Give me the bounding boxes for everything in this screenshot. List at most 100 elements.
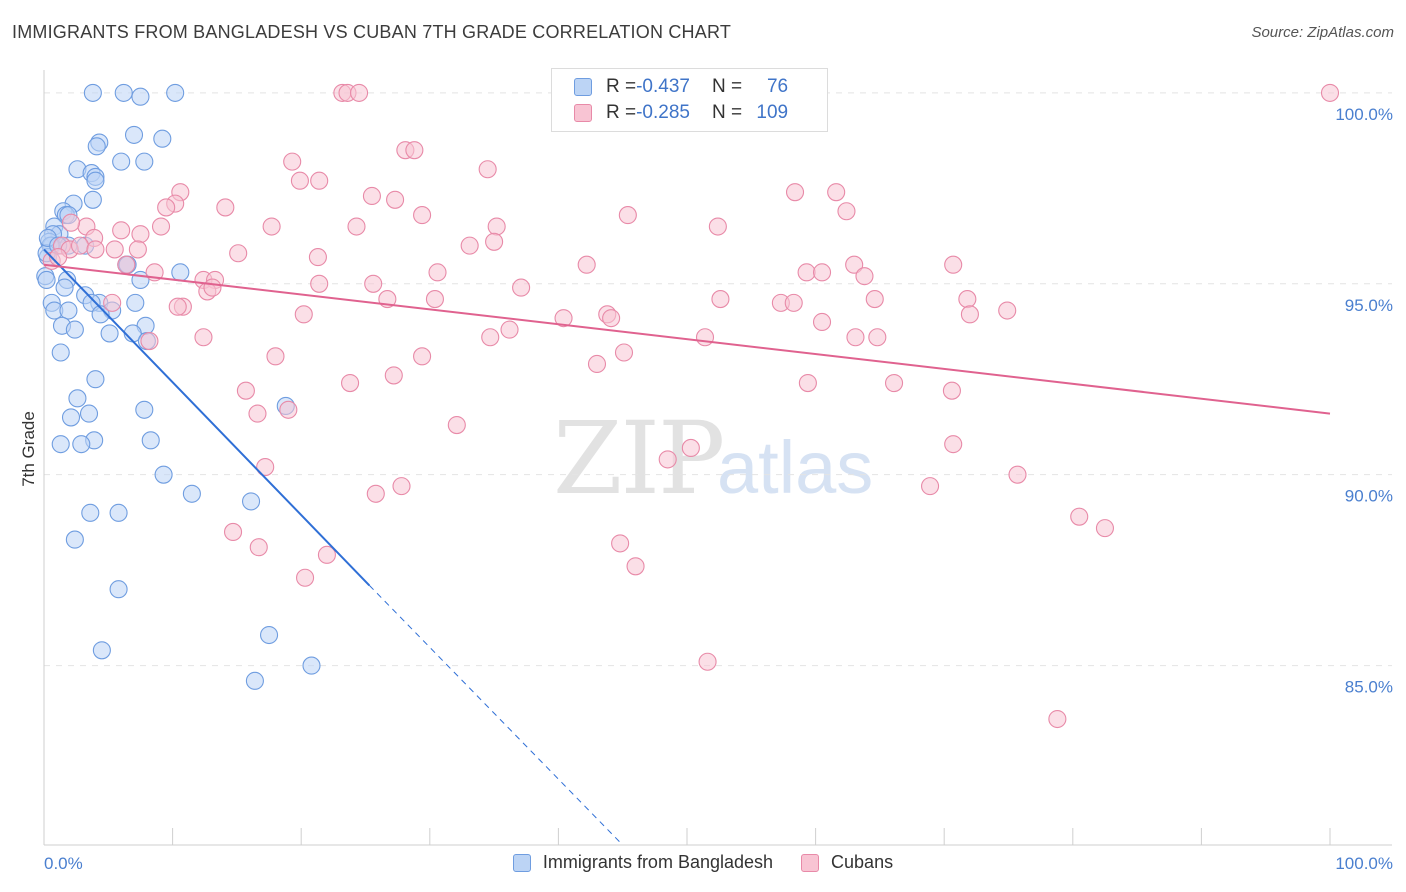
data-point — [884, 374, 904, 393]
y-axis-label: 7th Grade — [19, 411, 38, 487]
data-point — [151, 217, 171, 236]
data-point — [109, 580, 128, 599]
data-point — [944, 435, 963, 454]
data-point — [317, 545, 336, 564]
data-point — [86, 171, 105, 190]
data-point — [61, 408, 81, 427]
data-point — [105, 240, 124, 259]
series-cubans-points — [42, 83, 1340, 729]
data-point — [302, 656, 321, 675]
data-point — [126, 293, 145, 312]
data-point — [554, 309, 573, 328]
data-point — [259, 625, 279, 645]
data-point — [341, 374, 360, 393]
swatch-pink — [574, 104, 592, 122]
series-legend: Immigrants from Bangladesh Cubans — [0, 852, 1406, 873]
data-point — [131, 87, 150, 106]
x-tick-label: 100.0% — [1335, 854, 1393, 873]
data-point — [51, 435, 70, 454]
data-point — [117, 255, 136, 274]
data-point — [785, 183, 805, 202]
data-point — [865, 290, 884, 309]
data-point — [310, 171, 329, 190]
data-point — [55, 278, 74, 297]
data-point — [611, 534, 630, 553]
data-point — [711, 290, 730, 309]
trend-line-bangladesh — [43, 248, 371, 587]
data-point — [124, 125, 144, 144]
legend-label: Immigrants from Bangladesh — [542, 852, 774, 872]
data-point — [131, 225, 150, 244]
data-point — [81, 503, 100, 522]
data-point — [65, 320, 84, 339]
data-point — [249, 538, 268, 557]
data-point — [245, 671, 264, 690]
data-point — [868, 328, 887, 347]
data-point — [846, 328, 865, 347]
data-point — [166, 83, 185, 102]
chart-title: IMMIGRANTS FROM BANGLADESH VS CUBAN 7TH … — [12, 22, 732, 42]
data-point — [223, 522, 243, 541]
legend-swatch-pink — [801, 853, 820, 872]
data-point — [37, 270, 56, 290]
data-point — [347, 217, 366, 236]
data-point — [614, 343, 634, 362]
data-point — [135, 152, 154, 171]
legend-swatch-blue — [512, 853, 531, 872]
data-point — [413, 347, 432, 366]
data-point — [618, 206, 637, 225]
data-point — [157, 198, 176, 217]
data-point — [112, 221, 131, 240]
data-point — [405, 141, 424, 160]
data-point — [135, 400, 154, 419]
data-point — [942, 381, 961, 400]
data-point — [602, 309, 621, 328]
data-point — [68, 389, 87, 408]
x-tick-label: 0.0% — [44, 854, 83, 873]
data-point — [512, 278, 531, 297]
y-tick-label: 90.0% — [1345, 487, 1393, 506]
data-point — [236, 381, 255, 400]
data-point — [577, 255, 596, 274]
data-point — [812, 263, 832, 282]
data-point — [51, 343, 70, 362]
r-value: -0.437 — [636, 76, 690, 97]
r-value: -0.285 — [636, 102, 690, 123]
data-point — [708, 217, 727, 236]
data-point — [921, 477, 940, 496]
legend-item-bangladesh[interactable]: Immigrants from Bangladesh — [512, 852, 774, 873]
data-point — [428, 263, 447, 282]
stats-row-bangladesh: R = -0.437 N = 76 — [574, 74, 788, 100]
n-value: 109 — [756, 102, 789, 123]
data-point — [140, 332, 159, 351]
data-point — [92, 641, 111, 660]
data-point — [256, 457, 275, 477]
n-value: 76 — [766, 76, 789, 97]
data-point — [194, 328, 213, 347]
legend-item-cubans[interactable]: Cubans — [801, 852, 893, 873]
data-point — [114, 83, 133, 102]
data-point — [364, 274, 383, 293]
data-point — [392, 477, 411, 496]
data-point — [837, 202, 856, 221]
data-point — [266, 347, 285, 366]
data-point — [798, 374, 817, 393]
grid-lines — [44, 92, 1392, 667]
data-point — [112, 152, 131, 171]
data-point — [587, 354, 607, 374]
data-point — [350, 83, 369, 102]
y-tick-label: 100.0% — [1335, 105, 1393, 124]
data-point — [481, 328, 500, 347]
data-point — [478, 160, 497, 179]
data-point — [695, 328, 715, 347]
data-point — [308, 248, 327, 267]
data-point — [283, 152, 302, 171]
data-point — [248, 404, 267, 423]
data-point — [1048, 709, 1067, 729]
data-point — [294, 305, 313, 324]
stats-row-cubans: R = -0.285 N = 109 — [574, 100, 788, 126]
n-label: N = — [711, 102, 743, 123]
y-tick-label: 95.0% — [1345, 296, 1393, 315]
data-point — [362, 186, 381, 206]
